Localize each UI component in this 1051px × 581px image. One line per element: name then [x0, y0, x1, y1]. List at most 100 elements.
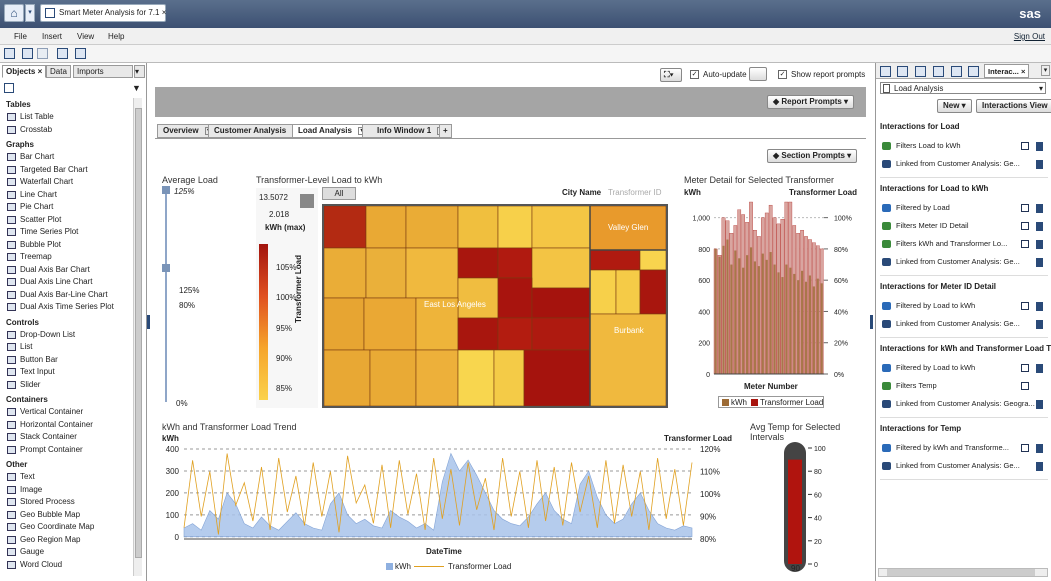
refresh-icon[interactable] [749, 67, 767, 81]
delete-icon[interactable] [1036, 364, 1043, 373]
object-item-geo-region-map[interactable]: Geo Region Map [4, 534, 133, 547]
print-icon[interactable] [57, 48, 68, 59]
delete-icon[interactable] [1036, 160, 1043, 169]
object-item-pie-chart[interactable]: Pie Chart [4, 201, 133, 214]
menu-help[interactable]: Help [108, 32, 125, 41]
filter-icon[interactable] [951, 66, 962, 77]
object-item-prompt-container[interactable]: Prompt Container [4, 444, 133, 457]
interaction-item[interactable]: Filtered by Load to kWh [880, 300, 1045, 312]
object-item-dual-axis-line-chart[interactable]: Dual Axis Line Chart [4, 276, 133, 289]
object-item-vertical-container[interactable]: Vertical Container [4, 406, 133, 419]
close-icon[interactable]: × [161, 8, 167, 17]
edit-icon[interactable] [1021, 302, 1029, 310]
meter-detail-chart[interactable]: 0 200 400 600 800 1,000 0% 20% 40% 60% 80% 100% [684, 196, 864, 381]
edit-icon[interactable] [1021, 240, 1029, 248]
delete-icon[interactable] [1036, 462, 1043, 471]
sign-out-link[interactable]: Sign Out [1013, 32, 1045, 41]
delete-icon[interactable] [1036, 400, 1043, 409]
slider-handle-top[interactable] [162, 186, 170, 194]
delete-icon[interactable] [1036, 204, 1043, 213]
object-item-treemap[interactable]: Treemap [4, 251, 133, 264]
export-icon[interactable] [4, 83, 14, 93]
styles-icon[interactable] [897, 66, 908, 77]
interaction-item[interactable]: Linked from Customer Analysis: Geogra... [880, 398, 1045, 410]
menu-insert[interactable]: Insert [42, 32, 63, 41]
object-item-dual-axis-bar-line-chart[interactable]: Dual Axis Bar-Line Chart [4, 289, 133, 302]
object-item-text[interactable]: Text [4, 471, 133, 484]
object-item-gauge[interactable]: Gauge [4, 546, 133, 559]
delete-icon[interactable] [1036, 222, 1043, 231]
tab-interactions[interactable]: Interac... × [984, 64, 1030, 78]
tab-overview[interactable]: Overview▾ [157, 124, 216, 138]
edit-icon[interactable] [1021, 364, 1029, 372]
object-item-stack-container[interactable]: Stack Container [4, 431, 133, 444]
interaction-item[interactable]: Filters Load to kWh [880, 140, 1045, 152]
home-icon[interactable]: ⌂ [4, 4, 24, 22]
horizontal-scrollbar[interactable] [878, 568, 1048, 577]
edit-icon[interactable] [1021, 382, 1029, 390]
edit-icon[interactable] [1021, 204, 1029, 212]
object-item-slider[interactable]: Slider [4, 379, 133, 392]
object-item-scatter-plot[interactable]: Scatter Plot [4, 214, 133, 227]
auto-update-checkbox[interactable]: ✓ [690, 70, 699, 79]
object-item-targeted-bar-chart[interactable]: Targeted Bar Chart [4, 164, 133, 177]
delete-icon[interactable] [1036, 302, 1043, 311]
slider-handle-bottom[interactable] [162, 264, 170, 272]
object-item-bar-chart[interactable]: Bar Chart [4, 151, 133, 164]
treemap-svg[interactable] [324, 206, 666, 406]
tab-imports[interactable]: Imports [73, 65, 133, 78]
object-item-image[interactable]: Image [4, 484, 133, 497]
object-select[interactable]: Load Analysis ▾ [880, 82, 1046, 94]
object-item-button-bar[interactable]: Button Bar [4, 354, 133, 367]
edit-icon[interactable] [1021, 222, 1029, 230]
tab-info-window[interactable]: Info Window 1▾ [362, 124, 449, 138]
interaction-item[interactable]: Linked from Customer Analysis: Ge... [880, 460, 1045, 472]
object-item-bubble-plot[interactable]: Bubble Plot [4, 239, 133, 252]
trend-chart[interactable]: 0 100 200 300 400 80% 90% 100% 110% 120% [162, 443, 740, 548]
fit-icon[interactable]: ⛶▾ [660, 68, 682, 82]
treemap[interactable]: Valley Glen East Los Angeles Burbank [322, 204, 668, 408]
section-prompts-button[interactable]: ◆ Section Prompts ▾ [767, 149, 858, 163]
interaction-item[interactable]: Linked from Customer Analysis: Ge... [880, 256, 1045, 268]
ranks-icon[interactable] [968, 66, 979, 77]
average-load-slider-track[interactable] [165, 190, 167, 402]
object-item-line-chart[interactable]: Line Chart [4, 189, 133, 202]
interaction-item[interactable]: Filters Meter ID Detail [880, 220, 1045, 232]
interaction-item[interactable]: Filters kWh and Transformer Lo... [880, 238, 1045, 250]
properties-icon[interactable] [880, 66, 891, 77]
panel-menu-icon[interactable]: ▾ [134, 65, 145, 78]
filter-icon[interactable]: ▼ [132, 83, 141, 93]
delete-icon[interactable] [1036, 444, 1043, 453]
delete-icon[interactable] [1036, 240, 1043, 249]
maximize-icon[interactable] [75, 48, 86, 59]
menu-view[interactable]: View [77, 32, 95, 41]
object-item-dual-axis-time-series-plot[interactable]: Dual Axis Time Series Plot [4, 301, 133, 314]
new-button[interactable]: New ▾ [937, 99, 972, 113]
roles-icon[interactable] [933, 66, 944, 77]
object-list-scrollbar[interactable] [133, 98, 142, 576]
home-menu-dropdown[interactable]: ▾ [25, 4, 35, 22]
object-item-dual-axis-bar-chart[interactable]: Dual Axis Bar Chart [4, 264, 133, 277]
object-item-word-cloud[interactable]: Word Cloud [4, 559, 133, 572]
document-tab[interactable]: Smart Meter Analysis for 7.1 × [40, 4, 166, 22]
object-item-list-table[interactable]: List Table [4, 111, 133, 124]
scrollbar-thumb[interactable] [887, 569, 1035, 576]
edit-icon[interactable] [1021, 142, 1029, 150]
object-item-list[interactable]: List [4, 341, 133, 354]
interaction-item[interactable]: Linked from Customer Analysis: Ge... [880, 318, 1045, 330]
interaction-item[interactable]: Filtered by Load to kWh [880, 362, 1045, 374]
new-report-icon[interactable] [4, 48, 15, 59]
report-prompts-button[interactable]: ◆ Report Prompts ▾ [767, 95, 855, 109]
interactions-view-button[interactable]: Interactions View [976, 99, 1051, 113]
object-item-text-input[interactable]: Text Input [4, 366, 133, 379]
edit-icon[interactable] [1021, 444, 1029, 452]
interaction-item[interactable]: Filtered by Load [880, 202, 1045, 214]
object-item-stored-process[interactable]: Stored Process [4, 496, 133, 509]
tab-customer-analysis[interactable]: Customer Analysis▾ [208, 124, 304, 138]
breadcrumb-all[interactable]: All [322, 187, 356, 200]
object-item-geo-bubble-map[interactable]: Geo Bubble Map [4, 509, 133, 522]
object-item-drop-down-list[interactable]: Drop-Down List [4, 329, 133, 342]
tab-load-analysis[interactable]: Load Analysis▾ [292, 124, 369, 138]
show-prompts-checkbox[interactable]: ✓ [778, 70, 787, 79]
right-collapse-handle[interactable] [870, 315, 873, 329]
